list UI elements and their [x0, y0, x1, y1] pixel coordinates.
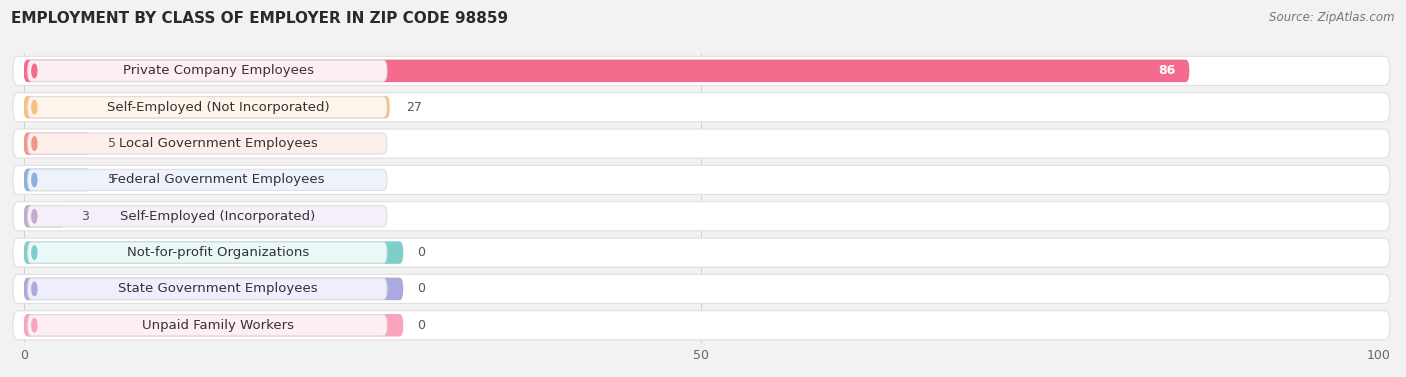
Text: Source: ZipAtlas.com: Source: ZipAtlas.com [1270, 11, 1395, 24]
Text: State Government Employees: State Government Employees [118, 282, 318, 296]
Text: EMPLOYMENT BY CLASS OF EMPLOYER IN ZIP CODE 98859: EMPLOYMENT BY CLASS OF EMPLOYER IN ZIP C… [11, 11, 509, 26]
FancyBboxPatch shape [13, 129, 1391, 158]
Circle shape [32, 210, 37, 223]
FancyBboxPatch shape [13, 56, 1391, 86]
FancyBboxPatch shape [13, 274, 1391, 303]
FancyBboxPatch shape [24, 205, 65, 227]
FancyBboxPatch shape [13, 93, 1391, 122]
Circle shape [32, 246, 37, 259]
Text: Private Company Employees: Private Company Employees [122, 64, 314, 77]
Circle shape [32, 64, 37, 78]
FancyBboxPatch shape [24, 169, 91, 191]
FancyBboxPatch shape [28, 315, 387, 336]
Circle shape [32, 319, 37, 332]
FancyBboxPatch shape [24, 60, 1189, 82]
Text: Unpaid Family Workers: Unpaid Family Workers [142, 319, 294, 332]
FancyBboxPatch shape [28, 60, 387, 81]
FancyBboxPatch shape [28, 169, 387, 190]
FancyBboxPatch shape [13, 166, 1391, 195]
FancyBboxPatch shape [28, 97, 387, 118]
FancyBboxPatch shape [24, 278, 404, 300]
FancyBboxPatch shape [28, 133, 387, 154]
Text: 3: 3 [80, 210, 89, 223]
Text: Local Government Employees: Local Government Employees [118, 137, 318, 150]
Text: Federal Government Employees: Federal Government Employees [111, 173, 325, 186]
Circle shape [32, 100, 37, 114]
Text: 0: 0 [416, 319, 425, 332]
FancyBboxPatch shape [13, 202, 1391, 231]
FancyBboxPatch shape [28, 278, 387, 299]
Text: Self-Employed (Incorporated): Self-Employed (Incorporated) [121, 210, 315, 223]
Text: 0: 0 [416, 246, 425, 259]
FancyBboxPatch shape [28, 206, 387, 227]
Text: 5: 5 [108, 137, 115, 150]
Circle shape [32, 137, 37, 150]
FancyBboxPatch shape [24, 132, 91, 155]
Text: 27: 27 [406, 101, 422, 114]
Text: Not-for-profit Organizations: Not-for-profit Organizations [127, 246, 309, 259]
FancyBboxPatch shape [13, 238, 1391, 267]
Circle shape [32, 282, 37, 296]
FancyBboxPatch shape [24, 241, 404, 264]
FancyBboxPatch shape [28, 242, 387, 263]
FancyBboxPatch shape [24, 314, 404, 337]
Text: 0: 0 [416, 282, 425, 296]
Circle shape [32, 173, 37, 187]
FancyBboxPatch shape [24, 96, 389, 118]
FancyBboxPatch shape [13, 311, 1391, 340]
Text: 86: 86 [1159, 64, 1175, 77]
Text: Self-Employed (Not Incorporated): Self-Employed (Not Incorporated) [107, 101, 329, 114]
Text: 5: 5 [108, 173, 115, 186]
